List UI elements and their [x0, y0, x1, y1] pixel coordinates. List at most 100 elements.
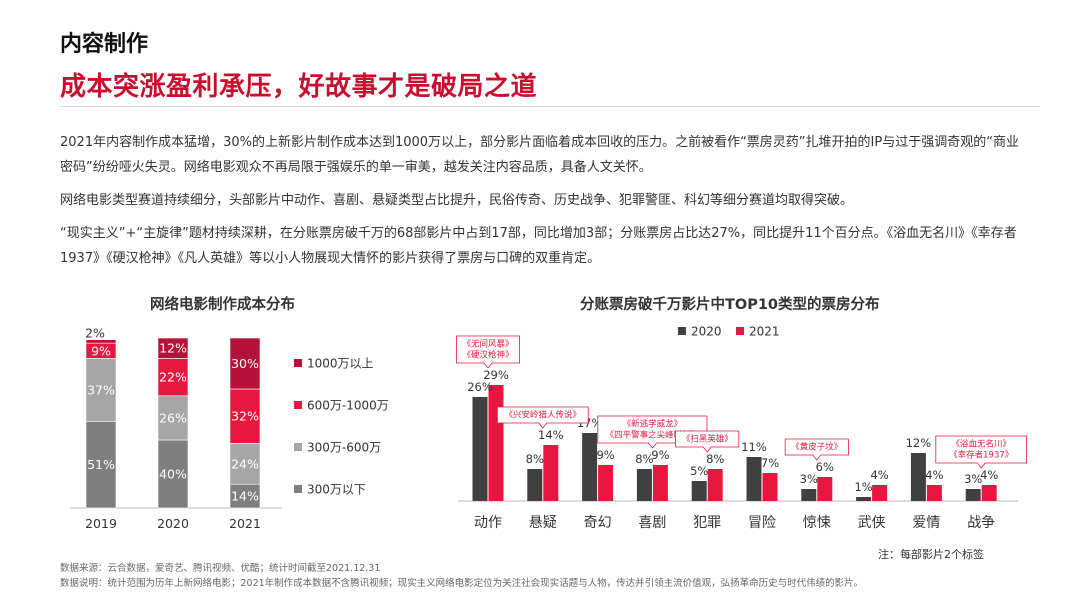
- page-headline: 成本突涨盈利承压，好故事才是破局之道: [60, 72, 538, 102]
- genre-bar-2021: [543, 445, 559, 501]
- genre-bar-2021: [981, 485, 997, 501]
- genre-category-label: 战争: [967, 515, 995, 531]
- cost-legend-label: 600万-1000万: [307, 399, 389, 413]
- cost-bar-segment: [229, 443, 261, 485]
- genre-category-label: 冒险: [748, 515, 776, 531]
- genre-bar-2021: [872, 485, 888, 501]
- cost-data-label: 22%: [159, 370, 187, 385]
- genre-category-label: 奇幻: [584, 514, 612, 531]
- genre-category-label: 悬疑: [529, 515, 557, 531]
- genre-bar-2020: [582, 433, 598, 501]
- cost-bar-segment: [229, 388, 261, 444]
- film-callout-text: 《扫黑英雄》: [682, 434, 733, 445]
- cost-data-label: 12%: [159, 341, 187, 356]
- genre-data-label: 9%: [651, 448, 669, 462]
- genre-category-label: 爱情: [912, 515, 940, 531]
- genre-legend-label: 2021: [749, 325, 780, 339]
- genre-data-label: 9%: [596, 448, 614, 462]
- cost-data-label: 14%: [231, 489, 259, 504]
- cost-data-label: 30%: [231, 356, 259, 371]
- cost-data-label: 9%: [91, 343, 111, 358]
- section-title: 内容制作: [60, 32, 149, 57]
- film-callout-text: 《幸存者1937》: [949, 450, 1013, 461]
- genre-bar-2020: [691, 481, 707, 501]
- cost-bar-segment: [85, 339, 117, 344]
- cost-category-label: 2021: [229, 516, 261, 531]
- genre-chart-title: 分账票房破千万影片中TOP10类型的票房分布: [580, 297, 880, 313]
- genre-bar-2020: [746, 457, 762, 501]
- genre-category-label: 喜剧: [638, 515, 666, 531]
- genre-category-label: 惊悚: [803, 515, 831, 531]
- film-callout-text: 《兴安岭猎人传说》: [505, 410, 582, 421]
- cost-data-label: 24%: [231, 456, 259, 471]
- genre-data-label: 4%: [925, 468, 943, 482]
- film-callout-box: [935, 435, 1027, 469]
- genre-bar-2020: [965, 489, 981, 501]
- genre-data-label: 3%: [964, 472, 982, 486]
- film-callout-box: [784, 438, 849, 461]
- genre-bar-2020: [910, 453, 926, 501]
- data-source: 数据来源：云合数据，爱奇艺、腾讯视频、优酷；统计时间截至2021.12.31: [60, 563, 381, 574]
- genre-category-label: 武侠: [858, 515, 886, 531]
- genre-legend-swatch: [678, 327, 686, 335]
- film-callout-text: 《四平警事之尖峰时刻》: [606, 430, 700, 441]
- genre-bar-2021: [488, 385, 504, 501]
- paragraph-genre: 网络电影类型赛道持续细分，头部影片中动作、喜剧、悬疑类型占比提升，民俗传奇、历史…: [60, 193, 854, 208]
- film-callout-text: 《黄皮子坟》: [791, 442, 842, 453]
- cost-legend-label: 1000万以上: [307, 357, 374, 371]
- film-callout-text: 《硬汉枪神》: [462, 350, 513, 361]
- genre-bar-2021: [652, 465, 668, 501]
- cost-legend-swatch: [294, 401, 302, 409]
- film-callout-text: 《无间风暴》: [462, 340, 513, 350]
- chart-note: 注：每部影片2个标签: [878, 548, 984, 561]
- cost-bar-segment: [157, 395, 189, 441]
- genre-category-label: 动作: [474, 515, 502, 531]
- cost-bar-segment: [157, 439, 189, 509]
- genre-data-label: 1%: [854, 480, 872, 494]
- cost-bar-segment: [157, 337, 189, 359]
- film-callout-box: [456, 335, 520, 369]
- cost-bar-segment: [85, 421, 117, 509]
- genre-data-label: 26%: [467, 380, 493, 394]
- genre-legend-swatch: [736, 327, 744, 335]
- cost-data-label: 37%: [87, 382, 115, 397]
- cost-legend-swatch: [294, 359, 302, 367]
- genre-bar-2021: [598, 465, 614, 501]
- cost-bar-segment: [229, 337, 261, 390]
- cost-legend-swatch: [294, 485, 302, 493]
- data-explanation: 数据说明：统计范围为历年上新网络电影；2021年制作成本数据不含腾讯视频；现实主…: [60, 578, 864, 589]
- genre-bar-2020: [636, 469, 652, 501]
- genre-category-label: 犯罪: [693, 515, 721, 531]
- genre-bar-2021: [707, 469, 723, 501]
- cost-legend-label: 300万以下: [307, 483, 366, 497]
- film-callout-text: 《新逃学威龙》: [623, 419, 683, 430]
- genre-data-label: 8%: [526, 452, 544, 466]
- cost-data-label: 26%: [159, 410, 187, 425]
- paragraph-cost: 2021年内容制作成本猛增，30%的上新影片制作成本达到1000万以上，部分影片…: [60, 135, 1019, 175]
- body-text: 2021年内容制作成本猛增，30%的上新影片制作成本达到1000万以上，部分影片…: [60, 130, 1030, 279]
- cost-legend-label: 300万-600万: [307, 441, 381, 455]
- genre-data-label: 3%: [800, 472, 818, 486]
- cost-chart-title: 网络电影制作成本分布: [150, 297, 295, 313]
- paragraph-realism: “现实主义”+“主旋律”题材持续深耕，在分账票房破千万的68部影片中占到17部，…: [60, 226, 1017, 266]
- film-callout-box: [675, 430, 740, 453]
- genre-bar-2020: [801, 489, 817, 501]
- cost-category-label: 2020: [157, 516, 189, 531]
- genre-bar-2020: [472, 397, 488, 501]
- film-callout-box: [497, 406, 589, 429]
- genre-data-label: 4%: [980, 468, 998, 482]
- footer-notes: 数据来源：云合数据，爱奇艺、腾讯视频、优酷；统计时间截至2021.12.31 数…: [60, 561, 863, 591]
- cost-legend-swatch: [294, 443, 302, 451]
- genre-data-label: 12%: [906, 436, 932, 450]
- cost-data-label: 32%: [231, 409, 259, 424]
- genre-data-label: 8%: [635, 452, 653, 466]
- genre-data-label: 29%: [483, 368, 509, 382]
- cost-data-label: 40%: [159, 467, 187, 482]
- genre-bar-2021: [762, 473, 778, 501]
- cost-data-label: 51%: [87, 457, 115, 472]
- cost-bar-segment: [85, 358, 117, 422]
- genre-bar-2020: [856, 497, 872, 501]
- cost-data-label: 2%: [85, 326, 105, 341]
- cost-distribution-chart: 51% 37% 9% 2% 2019 40% 26% 22% 12% 2020 14% 24% 32% 3…: [70, 326, 389, 531]
- genre-data-label: 14%: [538, 428, 564, 442]
